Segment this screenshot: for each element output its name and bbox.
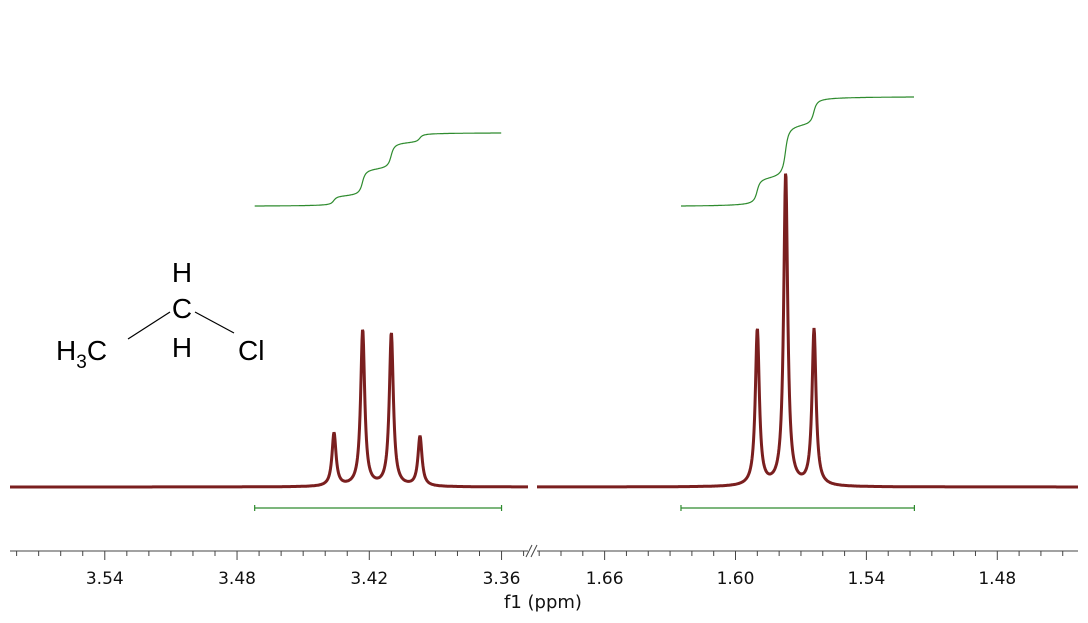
group-ch3: H3C bbox=[56, 335, 107, 373]
group-ch3-h: H bbox=[56, 335, 76, 366]
tick-label: 3.54 bbox=[86, 569, 124, 589]
bond-c-cl bbox=[194, 311, 235, 334]
integral-curves bbox=[254, 96, 914, 207]
axis-break-mark bbox=[530, 544, 538, 558]
tick-label: 3.48 bbox=[218, 569, 256, 589]
atom-cl: Cl bbox=[238, 335, 264, 366]
spectrum-trace-2 bbox=[537, 173, 1078, 489]
integral-range-bars bbox=[254, 505, 915, 511]
atom-h-top: H bbox=[172, 257, 192, 288]
tick-label: 1.66 bbox=[586, 569, 624, 589]
bond-c-ch3 bbox=[127, 311, 171, 340]
tick-label: 1.54 bbox=[847, 569, 885, 589]
molecule-structure: H C H H3C Cl bbox=[56, 257, 264, 373]
spectrum-trace-1 bbox=[10, 329, 528, 489]
x-axis: 3.54 3.48 3.42 3.36 1.66 1.60 1.54 1.48 bbox=[10, 544, 1078, 589]
tick-label: 3.36 bbox=[483, 569, 521, 589]
integral-curve-1 bbox=[254, 132, 502, 207]
tick-label: 3.42 bbox=[350, 569, 388, 589]
group-ch3-c: C bbox=[87, 335, 107, 366]
tick-label: 1.60 bbox=[717, 569, 755, 589]
integral-curve-2 bbox=[681, 96, 914, 207]
axis-break-mark bbox=[525, 544, 533, 558]
x-axis-title: f1 (ppm) bbox=[504, 592, 582, 613]
atom-c-center: C bbox=[172, 293, 192, 324]
tick-label: 1.48 bbox=[978, 569, 1016, 589]
group-ch3-subscript: 3 bbox=[76, 352, 87, 373]
spectrum-traces bbox=[10, 173, 1078, 489]
atom-h-bottom: H bbox=[172, 332, 192, 363]
